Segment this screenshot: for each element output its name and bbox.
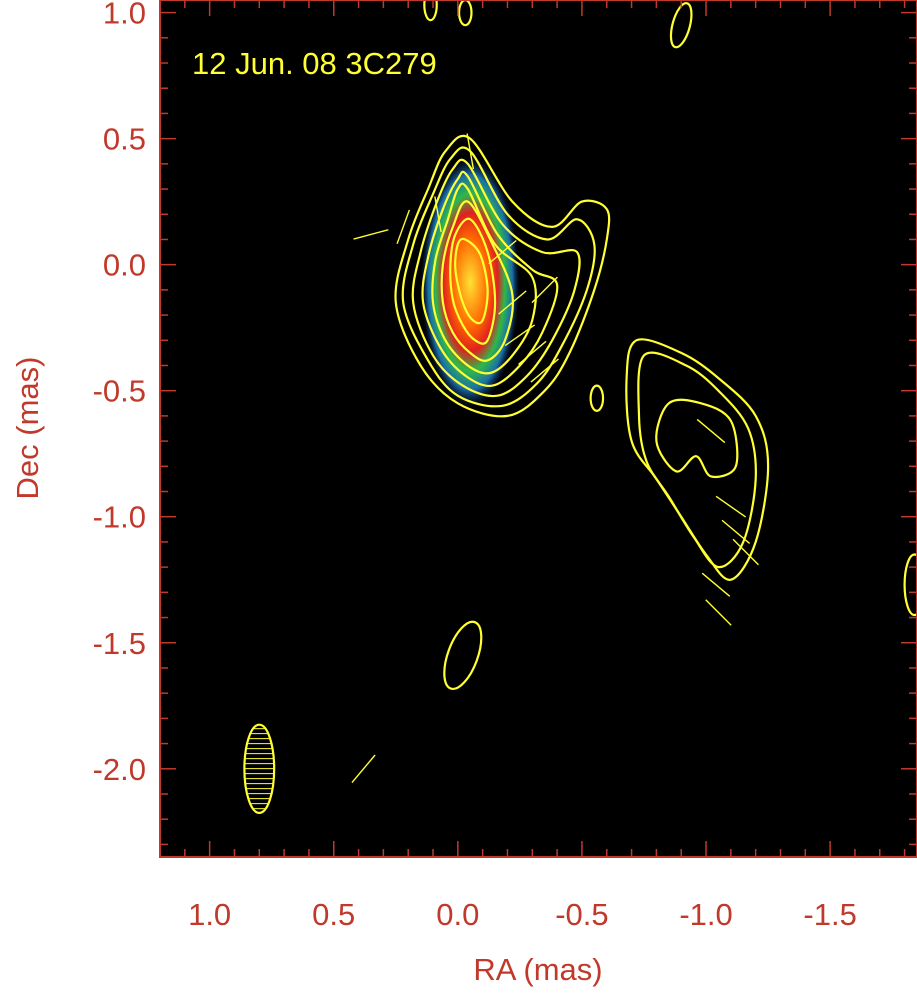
y-tick-label: -2.0 (93, 752, 146, 787)
isolated-contour (589, 384, 605, 412)
core-intensity (420, 156, 520, 409)
y-tick-label: -1.0 (93, 500, 146, 535)
core-contour (440, 200, 514, 362)
evpa-vector (530, 358, 559, 383)
evpa-vector (498, 290, 527, 315)
core-contour (449, 217, 497, 345)
evpa-vector (696, 418, 726, 444)
core-contour (411, 158, 581, 398)
evpa-vector (531, 276, 558, 304)
evpa-vector (504, 324, 536, 347)
jet-contour (655, 398, 739, 478)
x-tick-label: 1.0 (188, 897, 231, 932)
core-contour (421, 170, 559, 388)
evpa-vector (351, 754, 376, 784)
x-tick-label: -0.5 (555, 897, 608, 932)
y-tick-label: -1.5 (93, 626, 146, 661)
core-contour (431, 182, 537, 375)
panel-label: 12 Jun. 08 3C279 (192, 46, 437, 81)
jet-contour (625, 338, 770, 581)
tick-layer: 1.0 0.5 0.0 -0.5 -1.0 -1.5 1.0 0.5 0.0 -0.5 -1.0 -1… (93, 0, 917, 932)
y-tick-label: 0.5 (103, 122, 146, 157)
evpa-layer (351, 133, 759, 784)
evpa-vector (434, 196, 442, 233)
evpa-vector (721, 519, 751, 544)
evpa-vector (466, 133, 475, 170)
core-contour (394, 134, 611, 418)
plot-area (243, 0, 917, 814)
isolated-contour (457, 0, 473, 27)
evpa-vector (353, 229, 389, 240)
beam-layer (243, 723, 276, 814)
contour-layer (394, 0, 917, 691)
beam-ellipse (243, 723, 276, 814)
plot-frame (159, 0, 917, 858)
x-tick-label: 0.5 (312, 897, 355, 932)
x-tick-label: -1.0 (679, 897, 732, 932)
evpa-vector (732, 538, 759, 566)
isolated-contour (443, 620, 483, 691)
isolated-contour (423, 0, 438, 22)
y-tick-label: 0.0 (103, 248, 146, 283)
evpa-vector (396, 209, 411, 245)
evpa-vector (701, 572, 731, 597)
plot-background (160, 0, 917, 857)
x-axis-title: RA (mas) (473, 952, 602, 987)
evpa-vector (518, 340, 547, 365)
isolated-contour (903, 553, 917, 617)
x-tick-label: -1.5 (803, 897, 856, 932)
y-tick-label: -0.5 (93, 374, 146, 409)
y-tick-label: 1.0 (103, 0, 146, 31)
evpa-vector (715, 495, 746, 518)
evpa-vector (488, 239, 517, 265)
y-axis-title: Dec (mas) (10, 357, 45, 500)
isolated-contour (669, 2, 693, 49)
x-tick-label: 0.0 (436, 897, 479, 932)
jet-contour (637, 351, 757, 569)
core-contour (401, 146, 596, 408)
evpa-vector (705, 599, 732, 626)
core-contour (454, 237, 489, 325)
